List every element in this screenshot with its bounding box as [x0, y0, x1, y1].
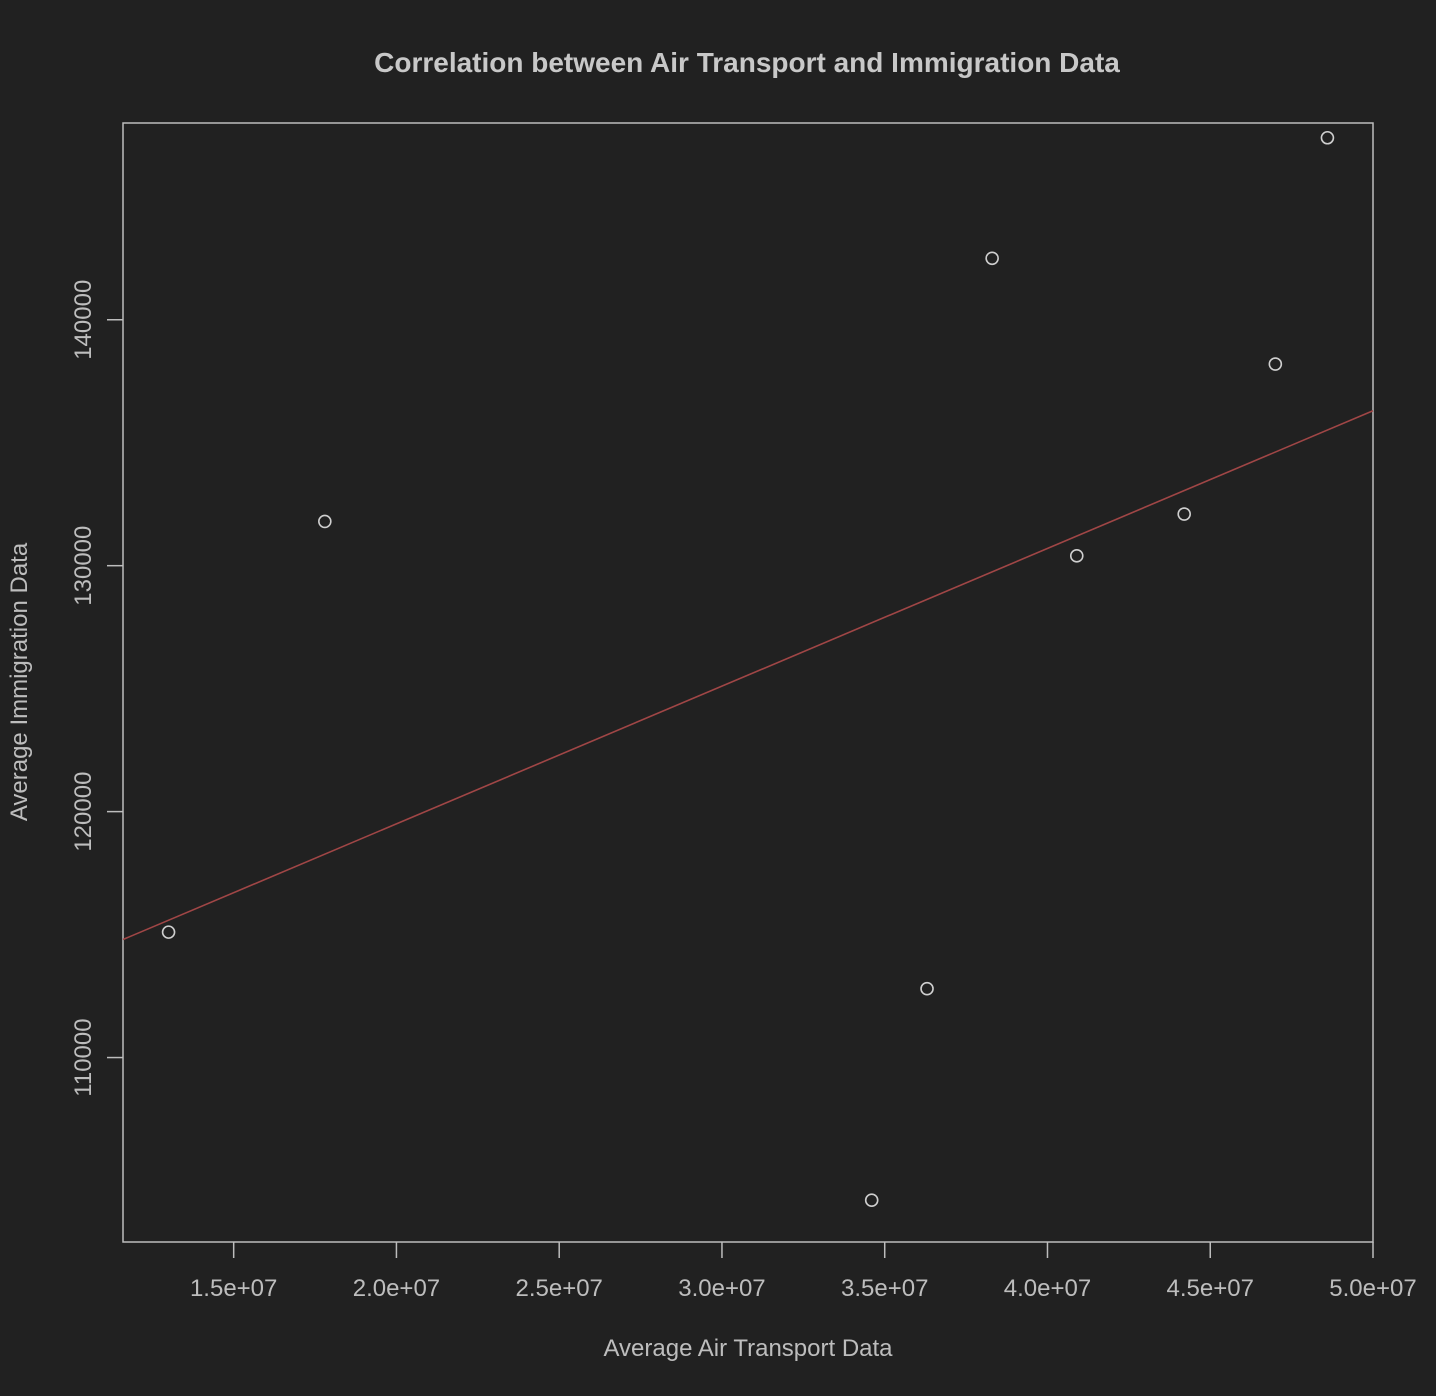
y-tick-label: 110000: [70, 1018, 97, 1096]
y-tick-label: 120000: [70, 772, 97, 852]
x-axis-label: Average Air Transport Data: [603, 1335, 893, 1362]
y-tick-label: 130000: [70, 526, 97, 606]
y-axis: 110000 120000 130000 140000: [70, 280, 123, 1097]
x-axis: 1.5e+07 2.0e+07 2.5e+07 3.0e+07 3.5e+07 4.0e+…: [190, 1242, 1417, 1302]
x-tick-label: 5.0e+07: [1329, 1275, 1416, 1302]
data-point: [864, 1193, 879, 1207]
x-tick-label: 3.0e+07: [678, 1275, 765, 1302]
x-tick-label: 4.5e+07: [1167, 1275, 1254, 1302]
regression-line: [122, 410, 1374, 941]
plot-frame: [122, 122, 1374, 1243]
data-points: [161, 130, 1335, 1207]
data-point: [1069, 549, 1084, 563]
data-point: [1268, 357, 1283, 371]
chart-title: Correlation between Air Transport and Im…: [374, 47, 1120, 78]
data-point: [985, 251, 999, 266]
y-tick-label: 140000: [70, 280, 97, 360]
x-tick-label: 3.5e+07: [841, 1275, 928, 1302]
x-tick-label: 2.5e+07: [515, 1275, 602, 1302]
data-point: [920, 981, 934, 996]
regression-line-group: [122, 410, 1374, 941]
x-tick-label: 1.5e+07: [190, 1275, 277, 1302]
x-tick-label: 4.0e+07: [1004, 1275, 1091, 1302]
data-point: [1320, 130, 1335, 145]
y-axis-label: Average Immigration Data: [6, 542, 33, 821]
x-tick-label: 2.0e+07: [353, 1275, 440, 1302]
data-point: [318, 514, 332, 529]
data-point: [1177, 507, 1191, 521]
data-point: [161, 925, 176, 939]
